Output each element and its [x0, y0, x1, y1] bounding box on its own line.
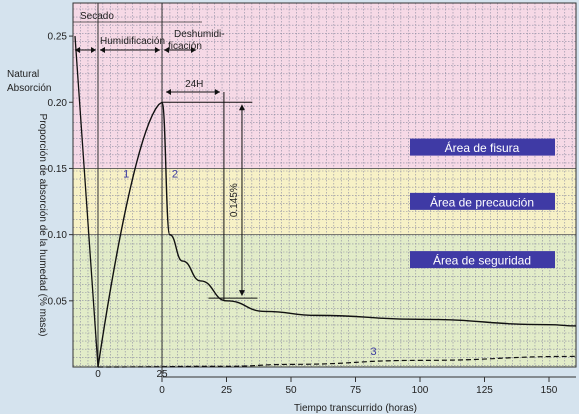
- x-tick-label: 0: [159, 385, 165, 396]
- interval-arrowhead: [214, 89, 220, 95]
- natural-label: Natural: [7, 69, 39, 80]
- zone-label: Área de fisura: [445, 140, 520, 155]
- interval-arrowhead: [166, 89, 171, 95]
- y-tick-label: 0.20: [48, 98, 68, 109]
- plot-frame: [72, 2, 577, 368]
- drop-arrowhead: [238, 104, 245, 111]
- series-3-line: [97, 355, 577, 368]
- x-tick-label: 50: [285, 385, 297, 396]
- grid: [73, 3, 576, 367]
- phase-dehumidification-label-2: ficación: [168, 41, 202, 52]
- x-tick-label: 125: [476, 385, 493, 396]
- x-upper-tick-label: 0: [95, 369, 101, 380]
- zone-label-box: [410, 192, 555, 210]
- x-upper-tick-label: 25: [156, 369, 168, 380]
- x-tick-label: 150: [541, 385, 558, 396]
- phase-humidification-label: Humidificación: [100, 36, 165, 47]
- drop-label: 0.145%: [229, 183, 240, 217]
- x-axis-label: Tiempo transcurrido (horas): [294, 403, 417, 414]
- phase-drying-label: Secado: [80, 11, 114, 22]
- zone-label: Área de precaución: [430, 194, 534, 209]
- x-tick-label: 75: [350, 385, 362, 396]
- series-drying-line: [74, 36, 99, 368]
- phase-arrowhead: [155, 47, 160, 53]
- phase-arrowhead: [91, 47, 96, 53]
- phase-arrowhead: [75, 47, 80, 53]
- zone-label-box: [410, 251, 555, 269]
- x-tick-label: 100: [412, 385, 429, 396]
- y-axis-label: Proporción de absorción de la humedad (%…: [37, 114, 48, 337]
- x-tick-label: 25: [221, 385, 233, 396]
- y-tick-label: 0.15: [48, 164, 68, 175]
- natural-label-2: Absorción: [7, 83, 51, 94]
- series-2-line: [161, 101, 577, 327]
- interval-label: 24H: [185, 79, 203, 90]
- y-tick-label: 0.10: [48, 230, 68, 241]
- zone-label: Área de seguridad: [433, 253, 531, 268]
- phase-arrowhead: [100, 47, 105, 53]
- series-3-label: 3: [370, 346, 376, 358]
- series-1-label: 1: [123, 169, 129, 181]
- phase-dehumidification-label: Deshumidi-: [174, 29, 225, 40]
- series-2-label: 2: [172, 169, 178, 181]
- zone-label-box: [410, 138, 555, 156]
- y-tick-label: 0.05: [48, 296, 68, 307]
- drop-arrowhead: [238, 290, 245, 297]
- series-1-line: [97, 101, 163, 368]
- y-tick-label: 0.25: [48, 32, 68, 43]
